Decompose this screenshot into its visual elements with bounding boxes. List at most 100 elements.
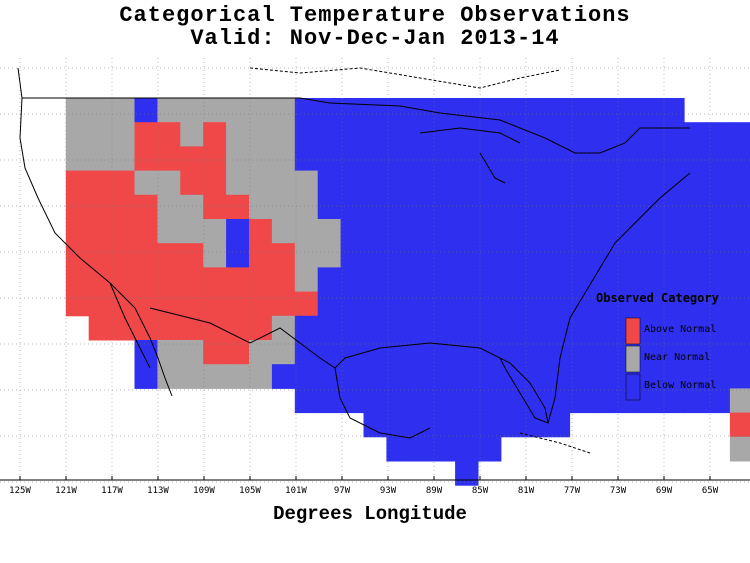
map-cell	[729, 219, 750, 244]
map-cell	[432, 122, 456, 147]
map-cell	[203, 291, 227, 317]
map-cell	[615, 243, 639, 268]
map-cell	[180, 219, 204, 244]
map-cell	[317, 243, 342, 268]
map-cell	[592, 340, 616, 365]
map-cell	[455, 436, 479, 462]
map-cell	[592, 98, 616, 123]
map-cell	[729, 194, 750, 220]
map-cell	[203, 364, 227, 389]
map-cell	[203, 146, 227, 172]
map-cell	[478, 364, 502, 389]
map-cell	[386, 122, 410, 147]
map-cell	[638, 315, 662, 341]
map-cell	[363, 291, 387, 317]
map-cell	[615, 267, 639, 293]
map-cell	[500, 315, 525, 341]
map-cell	[432, 219, 456, 244]
map-cell	[707, 170, 731, 196]
map-cell	[569, 315, 593, 341]
map-cell	[157, 364, 181, 389]
map-cell	[638, 122, 662, 147]
lake-path-1	[419, 127, 521, 144]
map-cell	[134, 170, 158, 196]
map-cell	[638, 364, 662, 389]
map-cell	[500, 340, 525, 365]
map-cell	[226, 170, 250, 196]
map-cell	[455, 340, 479, 365]
legend-swatch	[625, 345, 641, 373]
map-cell	[111, 194, 135, 220]
map-cell	[500, 267, 525, 293]
map-cell	[638, 219, 662, 244]
map-cell	[317, 291, 342, 317]
map-cell	[455, 122, 479, 147]
map-cell	[455, 412, 479, 438]
map-cell	[249, 340, 273, 365]
map-cell	[180, 146, 204, 172]
cuba-path	[519, 432, 591, 454]
category-cells	[65, 98, 750, 486]
map-cell	[432, 170, 456, 196]
map-cell	[249, 291, 273, 317]
map-cell	[455, 364, 479, 389]
map-cell	[386, 194, 410, 220]
map-cell	[478, 194, 502, 220]
map-cell	[294, 219, 319, 244]
x-axis-title: Degrees Longitude	[273, 503, 467, 525]
map-cell	[684, 267, 708, 293]
map-cell	[638, 243, 662, 268]
map-cell	[409, 340, 433, 365]
map-cell	[180, 315, 204, 341]
map-cell	[226, 98, 250, 123]
map-cell	[684, 388, 708, 414]
map-cell	[203, 340, 227, 365]
map-cell	[546, 388, 571, 414]
map-cell	[661, 194, 685, 220]
map-cell	[157, 194, 181, 220]
map-cell	[157, 219, 181, 244]
map-cell	[65, 194, 90, 220]
map-cell	[707, 364, 731, 389]
map-cell	[409, 412, 433, 438]
map-cell	[455, 267, 479, 293]
map-cell	[386, 170, 410, 196]
map-cell	[134, 267, 158, 293]
map-cell	[134, 291, 158, 317]
map-cell	[65, 267, 90, 293]
map-cell	[386, 243, 410, 268]
map-cell	[500, 122, 525, 147]
map-cell	[111, 243, 135, 268]
map-cell	[615, 146, 639, 172]
tick-label: 73W	[610, 486, 627, 496]
map-cell	[546, 243, 571, 268]
map-cell	[500, 146, 525, 172]
map-cell	[638, 146, 662, 172]
map-cell	[729, 315, 750, 341]
map-cell	[386, 267, 410, 293]
map-cell	[546, 340, 571, 365]
border-path	[22, 97, 690, 154]
map-cell	[88, 122, 113, 147]
map-cell	[363, 267, 387, 293]
map-cell	[340, 219, 364, 244]
map-cell	[226, 219, 250, 244]
map-cell	[271, 122, 296, 147]
map-cell	[271, 98, 296, 123]
legend-label: Above Normal	[644, 324, 716, 335]
map-cell	[340, 388, 364, 414]
coastline-path	[17, 67, 173, 397]
map-cell	[317, 194, 342, 220]
map-cell	[707, 388, 731, 414]
map-cell	[638, 388, 662, 414]
map-cell	[157, 170, 181, 196]
map-cell	[249, 243, 273, 268]
map-cell	[684, 170, 708, 196]
map-cell	[432, 146, 456, 172]
map-cell	[661, 146, 685, 172]
map-cell	[271, 267, 296, 293]
map-cell	[180, 243, 204, 268]
map-cell	[546, 412, 571, 438]
map-cell	[111, 170, 135, 196]
map-cell	[729, 388, 750, 414]
